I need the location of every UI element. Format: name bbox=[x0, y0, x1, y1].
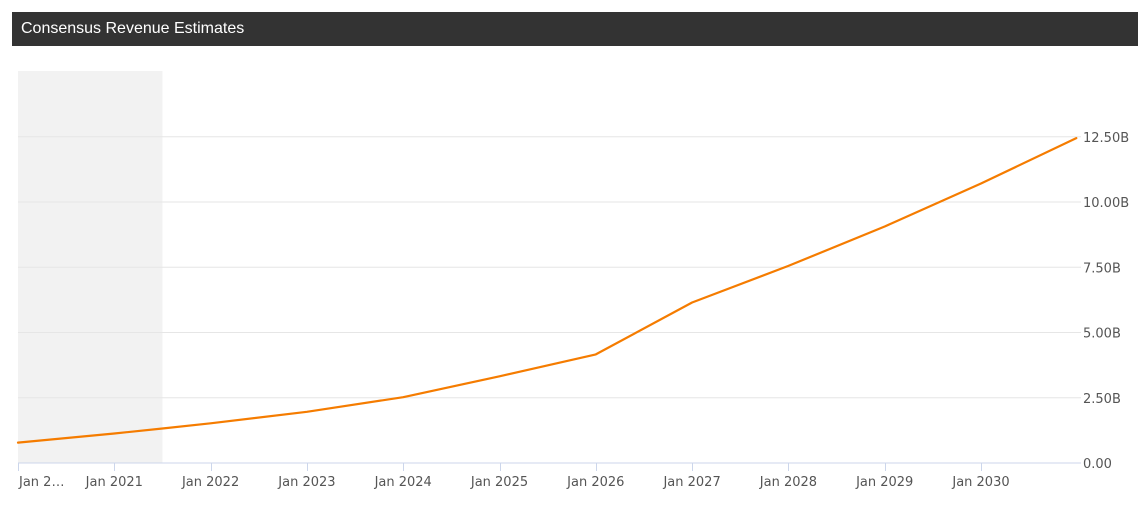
y-tick-label: 7.50B bbox=[1083, 261, 1121, 276]
x-tick-label: Jan 2029 bbox=[855, 475, 913, 490]
y-tick-label: 10.00B bbox=[1083, 196, 1129, 211]
x-tick-label: Jan 2… bbox=[18, 475, 64, 490]
x-tick-label: Jan 2025 bbox=[470, 475, 528, 490]
chart-title-bar: Consensus Revenue Estimates bbox=[12, 12, 1138, 46]
x-tick-label: Jan 2028 bbox=[759, 475, 817, 490]
y-tick-label: 5.00B bbox=[1083, 327, 1121, 342]
x-tick-label: Jan 2024 bbox=[374, 475, 432, 490]
x-tick-label: Jan 2021 bbox=[85, 475, 143, 490]
y-tick-label: 2.50B bbox=[1083, 392, 1121, 407]
x-tick-label: Jan 2026 bbox=[566, 475, 624, 490]
revenue-series-line bbox=[16, 137, 1078, 444]
y-tick-label: 12.50B bbox=[1083, 131, 1129, 146]
x-tick-label: Jan 2023 bbox=[277, 475, 335, 490]
y-tick-label: 0.00 bbox=[1083, 457, 1112, 472]
chart-title: Consensus Revenue Estimates bbox=[21, 20, 245, 37]
x-tick-label: Jan 2022 bbox=[181, 475, 239, 490]
x-tick-label: Jan 2030 bbox=[951, 475, 1009, 490]
x-tick-label: Jan 2027 bbox=[662, 475, 720, 490]
